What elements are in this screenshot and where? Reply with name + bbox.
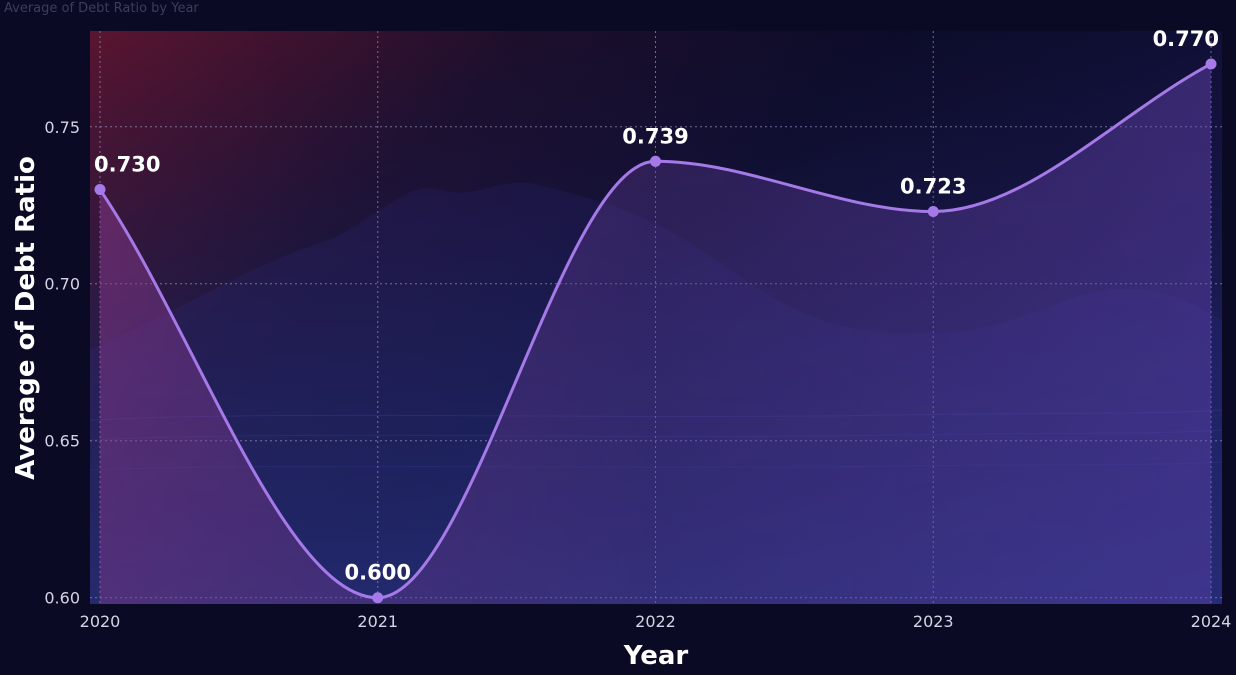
x-axis-ticks: 2020 2021 2022 2023 2024 (80, 612, 1232, 631)
series-area (100, 63, 1211, 605)
series-markers (94, 58, 1217, 604)
chart-title: Average of Debt Ratio by Year (4, 1, 199, 16)
x-tick-label-3: 2023 (913, 612, 954, 631)
y-axis-ticks: 0.60 0.65 0.70 0.75 (44, 118, 80, 608)
y-tick-label-1: 0.65 (44, 432, 80, 451)
data-label-2023: 0.723 (900, 175, 966, 199)
series-line (98, 62, 1212, 600)
data-labels: 0.730 0.600 0.739 0.723 0.770 (94, 27, 1219, 585)
data-point-2024[interactable] (1205, 58, 1217, 70)
data-point-2021[interactable] (372, 592, 384, 604)
data-label-2022: 0.739 (622, 124, 688, 148)
data-point-2023[interactable] (927, 206, 939, 218)
data-label-2024: 0.770 (1153, 27, 1219, 51)
x-tick-label-4: 2024 (1191, 612, 1232, 631)
data-label-2021: 0.600 (345, 561, 411, 585)
x-tick-label-0: 2020 (80, 612, 121, 631)
data-label-2020: 0.730 (94, 153, 160, 177)
y-tick-label-3: 0.75 (44, 118, 80, 137)
x-axis-title: Year (623, 641, 689, 671)
y-tick-label-2: 0.70 (44, 275, 80, 294)
data-point-2022[interactable] (650, 155, 661, 167)
x-tick-label-2: 2022 (635, 612, 676, 631)
y-axis-title: Average of Debt Ratio (11, 156, 41, 480)
y-tick-label-0: 0.60 (44, 589, 80, 608)
data-point-2020[interactable] (94, 184, 106, 196)
x-tick-label-1: 2021 (357, 612, 398, 631)
